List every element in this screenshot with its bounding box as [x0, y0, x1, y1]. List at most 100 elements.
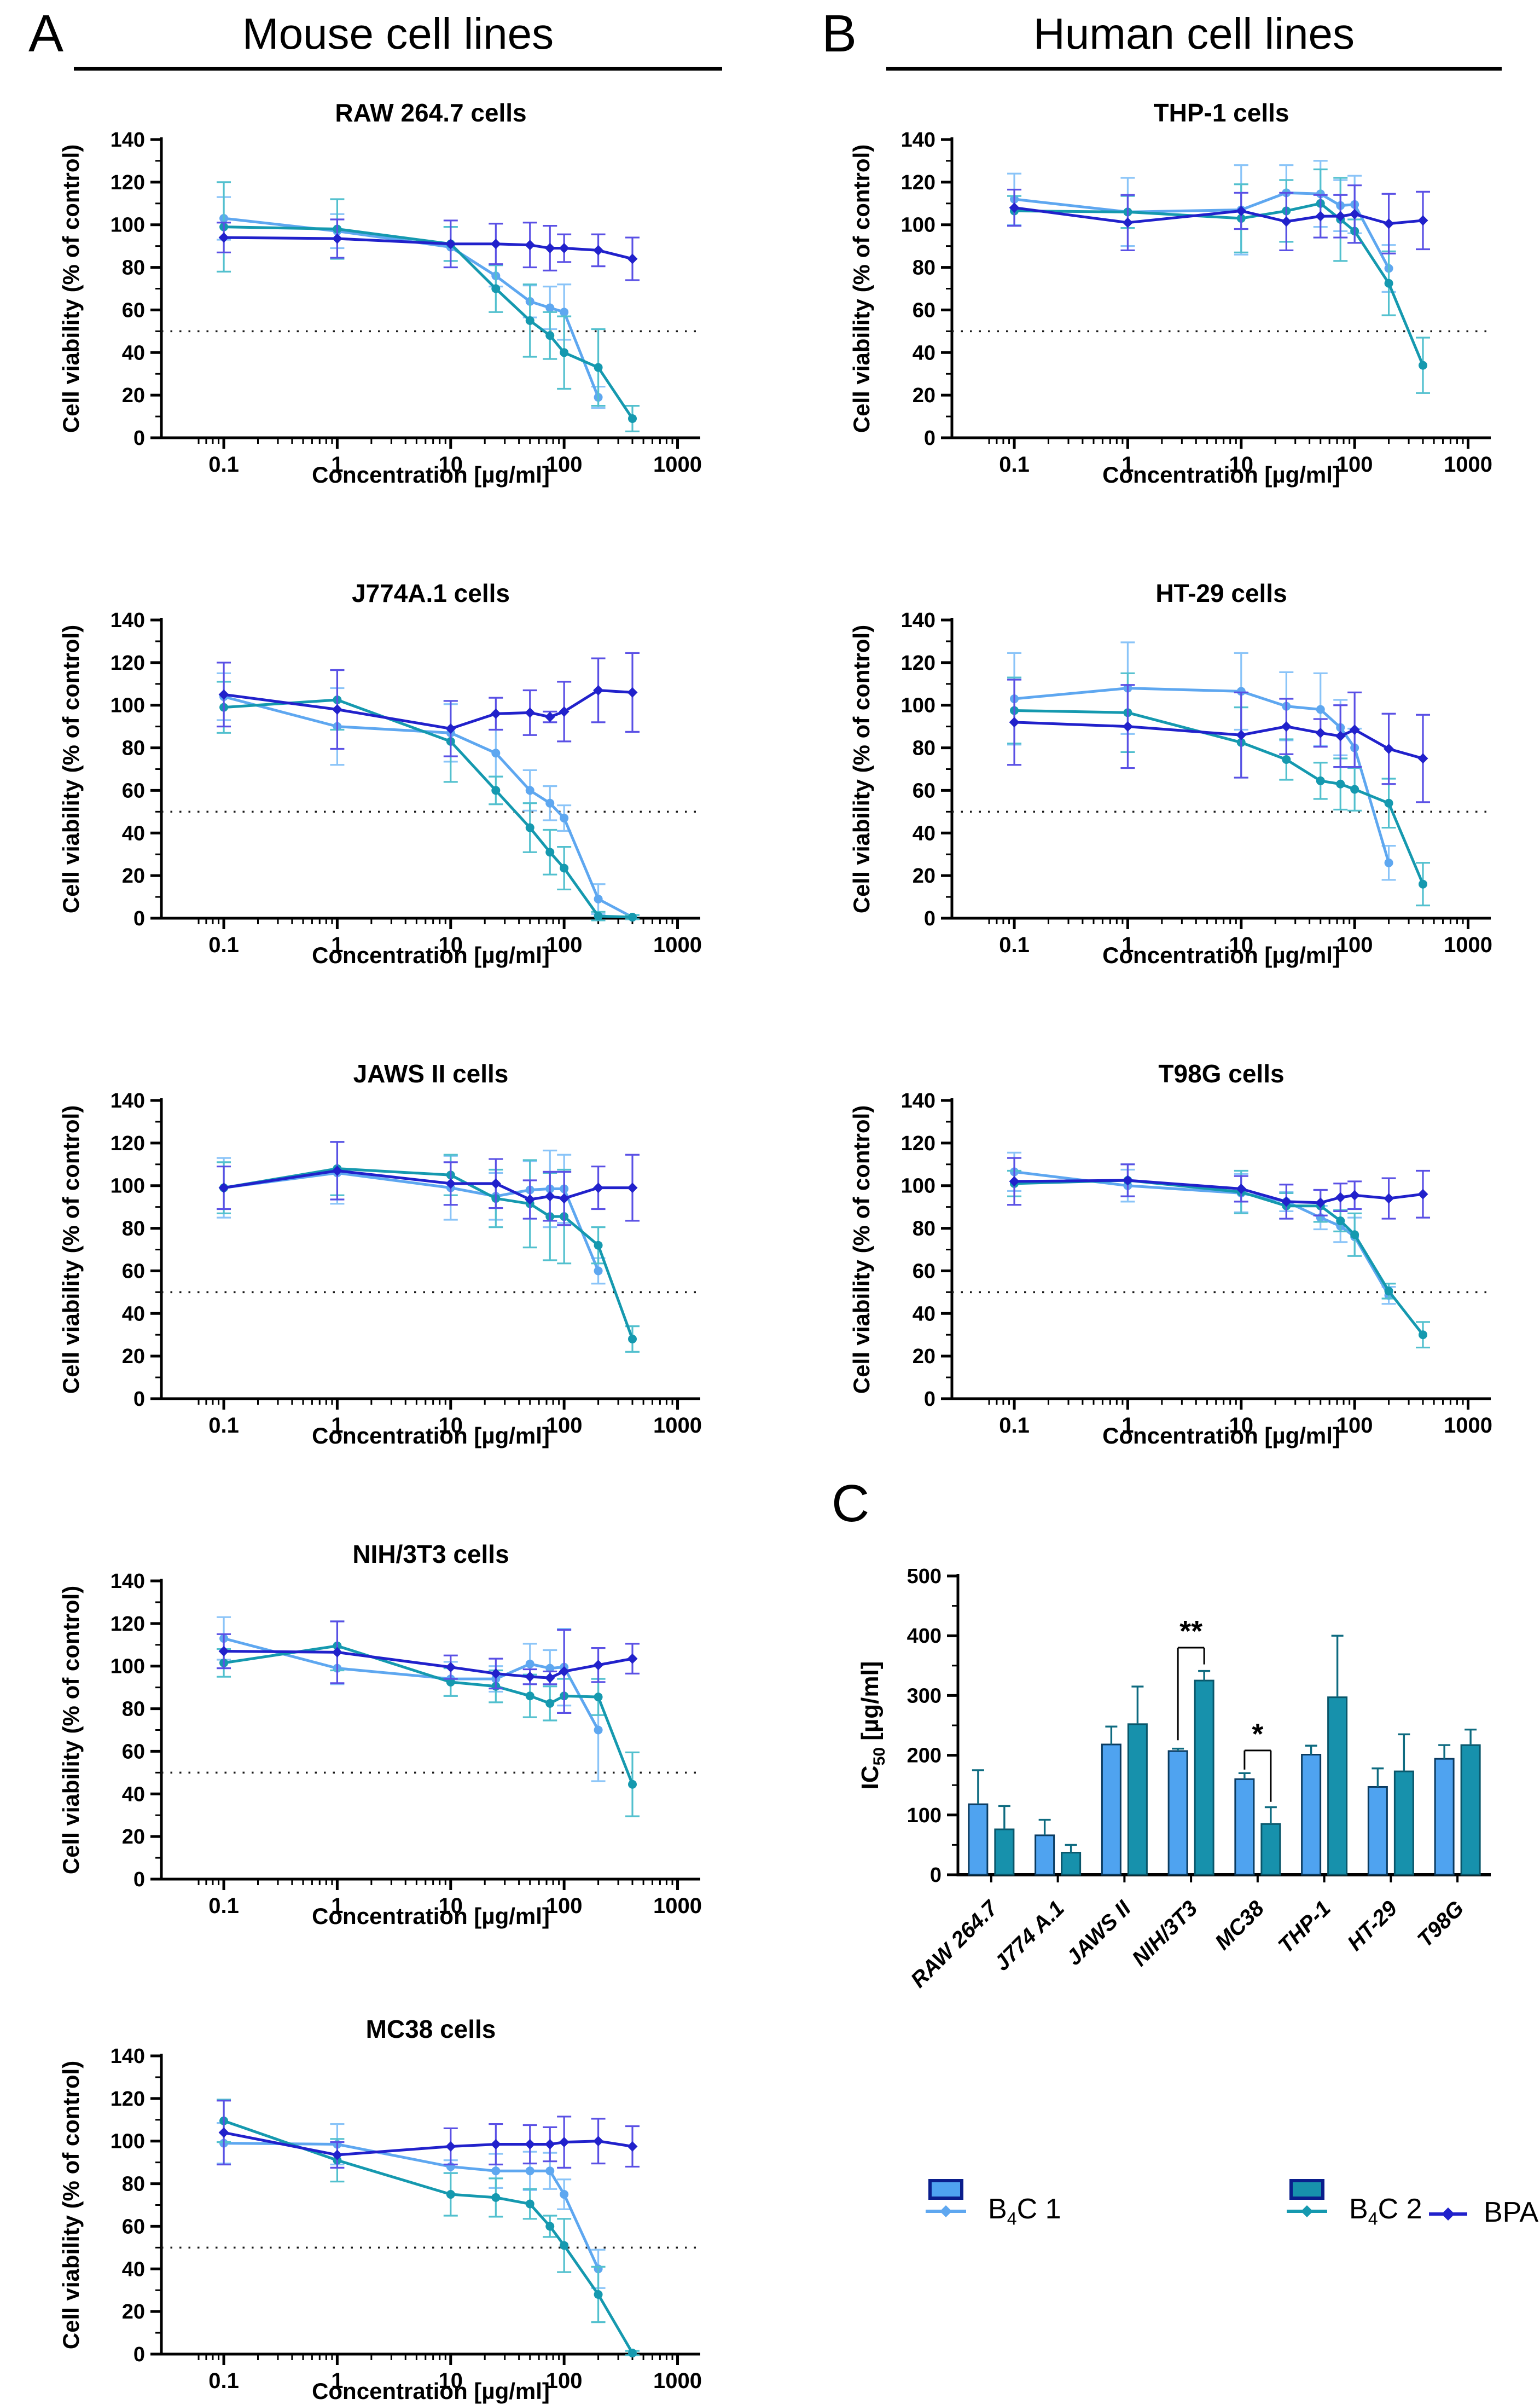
svg-text:100: 100 — [546, 1413, 583, 1438]
series-b4c1 — [1007, 160, 1396, 293]
svg-text:80: 80 — [913, 1218, 935, 1241]
svg-text:10: 10 — [439, 1894, 463, 1918]
svg-text:*: * — [1252, 1718, 1263, 1751]
svg-text:1000: 1000 — [1444, 933, 1492, 957]
svg-text:120: 120 — [111, 2088, 145, 2111]
svg-text:Concentration [µg/ml]: Concentration [µg/ml] — [312, 1423, 550, 1448]
svg-text:100: 100 — [111, 2130, 145, 2153]
svg-text:Concentration [µg/ml]: Concentration [µg/ml] — [312, 462, 550, 488]
svg-text:0: 0 — [924, 907, 935, 930]
svg-text:120: 120 — [901, 1132, 935, 1155]
svg-text:140: 140 — [901, 129, 935, 152]
svg-text:10: 10 — [1229, 1413, 1254, 1438]
svg-text:100: 100 — [111, 214, 145, 237]
legend-label-bpa: BPA — [1484, 2197, 1539, 2228]
svg-text:1000: 1000 — [1444, 453, 1492, 477]
svg-text:80: 80 — [122, 737, 145, 760]
b4c2-swatch-icon — [1287, 2179, 1327, 2217]
svg-text:100: 100 — [907, 1804, 942, 1827]
series-bpa — [1007, 1157, 1431, 1220]
svg-text:1: 1 — [331, 453, 343, 477]
svg-text:0: 0 — [924, 1388, 935, 1411]
chart-t98g-cells: T98G cells Cell viability (% of control) 0… — [849, 1059, 1492, 1448]
svg-text:1000: 1000 — [653, 2369, 702, 2393]
panel-a-title-underline — [74, 67, 722, 71]
svg-text:140: 140 — [111, 2045, 145, 2068]
series-b4c2 — [217, 1141, 640, 1353]
svg-text:120: 120 — [111, 652, 145, 675]
svg-text:JAWS II cells: JAWS II cells — [353, 1059, 509, 1088]
svg-text:20: 20 — [122, 384, 145, 407]
svg-text:100: 100 — [546, 933, 583, 957]
svg-text:140: 140 — [111, 129, 145, 152]
legend-item-b4c1: B4C 1 — [926, 2175, 1061, 2246]
svg-text:60: 60 — [122, 1260, 145, 1283]
svg-text:RAW 264.7 cells: RAW 264.7 cells — [335, 98, 526, 127]
svg-text:1: 1 — [331, 2369, 343, 2393]
bar-b4c2 — [1393, 1770, 1414, 1876]
svg-text:20: 20 — [122, 2300, 145, 2323]
bar-b4c1 — [1167, 1750, 1188, 1876]
bar-b4c2 — [1327, 1696, 1348, 1876]
series-bpa — [217, 652, 640, 757]
series-b4c1 — [217, 1141, 606, 1285]
svg-text:RAW 264.7: RAW 264.7 — [906, 1896, 1003, 1992]
svg-text:60: 60 — [913, 299, 935, 322]
svg-text:0: 0 — [930, 1864, 942, 1887]
svg-text:80: 80 — [122, 1698, 145, 1721]
svg-text:500: 500 — [907, 1565, 942, 1588]
series-bpa — [217, 1141, 640, 1226]
svg-text:120: 120 — [901, 171, 935, 194]
svg-text:NIH/3T3: NIH/3T3 — [1128, 1896, 1202, 1971]
svg-text:140: 140 — [111, 1090, 145, 1112]
svg-text:Cell viability (% of control): Cell viability (% of control) — [849, 1105, 874, 1394]
bar-b4c1 — [1301, 1754, 1322, 1876]
legend-item-bpa: BPA — [1429, 2196, 1538, 2232]
svg-text:100: 100 — [546, 453, 583, 477]
svg-text:20: 20 — [122, 1345, 145, 1368]
svg-text:80: 80 — [913, 737, 935, 760]
svg-text:THP-1: THP-1 — [1274, 1896, 1335, 1958]
svg-text:100: 100 — [901, 1175, 935, 1198]
svg-text:1000: 1000 — [1444, 1413, 1492, 1438]
svg-text:20: 20 — [913, 1345, 935, 1368]
chart-jaws-ii-cells: JAWS II cells Cell viability (% of contro… — [58, 1059, 702, 1448]
svg-text:20: 20 — [122, 1826, 145, 1848]
series-b4c2 — [217, 2099, 640, 2358]
svg-text:IC50 [µg/ml]: IC50 [µg/ml] — [857, 1661, 888, 1790]
svg-text:40: 40 — [122, 822, 145, 845]
svg-text:T98G cells: T98G cells — [1158, 1059, 1284, 1088]
svg-text:0.1: 0.1 — [208, 453, 239, 477]
series-b4c1 — [1007, 1151, 1396, 1305]
series-b4c1 — [217, 1616, 606, 1782]
svg-text:100: 100 — [901, 214, 935, 237]
svg-text:Cell viability (% of control): Cell viability (% of control) — [849, 625, 874, 913]
svg-text:80: 80 — [913, 257, 935, 280]
svg-text:60: 60 — [122, 1740, 145, 1763]
svg-text:Cell viability (% of control): Cell viability (% of control) — [58, 1586, 84, 1874]
bar-b4c1 — [1234, 1778, 1255, 1876]
svg-text:10: 10 — [439, 2369, 463, 2393]
svg-text:T98G: T98G — [1413, 1896, 1469, 1952]
series-b4c1 — [1007, 641, 1396, 881]
b4c1-swatch-icon — [926, 2179, 966, 2217]
svg-text:80: 80 — [122, 257, 145, 280]
svg-text:100: 100 — [1336, 1413, 1373, 1438]
svg-text:40: 40 — [913, 822, 935, 845]
svg-text:60: 60 — [122, 2215, 145, 2238]
chart-thp-1-cells: THP-1 cells Cell viability (% of control)… — [849, 98, 1492, 488]
bar-b4c1 — [968, 1803, 989, 1876]
svg-text:0: 0 — [133, 1388, 145, 1411]
bar-b4c1 — [1367, 1786, 1388, 1876]
bar-b4c1 — [1035, 1834, 1055, 1876]
svg-text:40: 40 — [913, 1302, 935, 1325]
series-b4c2 — [217, 181, 640, 432]
svg-text:1000: 1000 — [653, 1894, 702, 1918]
svg-text:1: 1 — [1121, 1413, 1134, 1438]
svg-text:0.1: 0.1 — [208, 1894, 239, 1918]
svg-text:**: ** — [1179, 1615, 1202, 1648]
svg-text:200: 200 — [907, 1745, 942, 1767]
svg-text:60: 60 — [913, 1260, 935, 1283]
svg-text:Concentration [µg/ml]: Concentration [µg/ml] — [1102, 462, 1340, 488]
svg-text:60: 60 — [122, 779, 145, 802]
